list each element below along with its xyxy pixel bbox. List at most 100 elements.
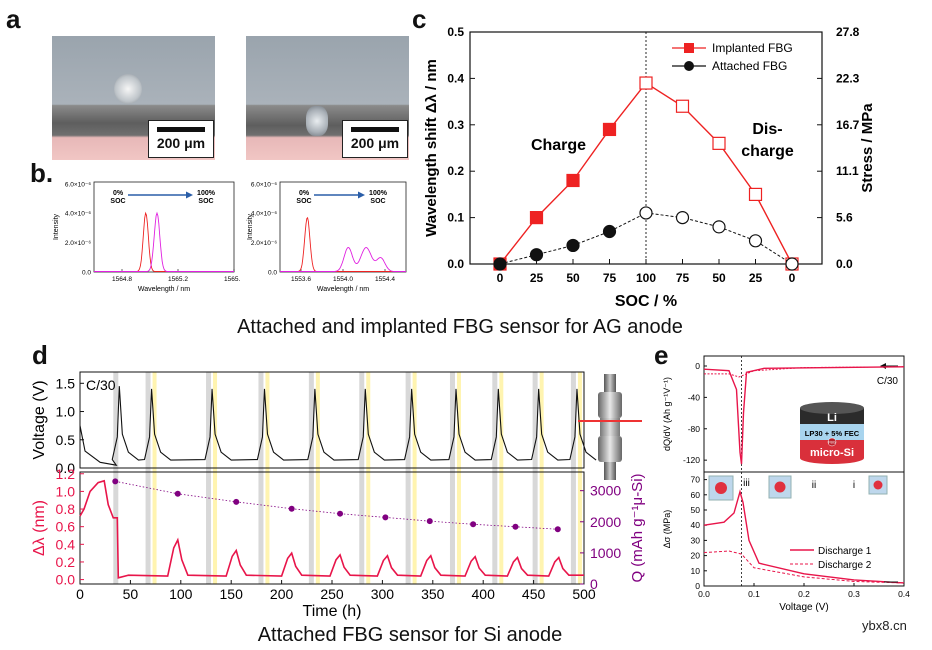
scale-bar bbox=[157, 127, 205, 132]
scale-bar-box: 200 μm bbox=[342, 120, 408, 158]
panel-label-a: a bbox=[6, 4, 21, 34]
stress-tick-label: 0 bbox=[695, 581, 700, 591]
scale-bar bbox=[351, 127, 399, 132]
data-point-implanted bbox=[675, 99, 690, 113]
y-tick-label: 0.0 bbox=[447, 257, 464, 271]
y2-tick-label: 27.8 bbox=[836, 25, 860, 39]
voltage-axis-label: Voltage (V) bbox=[779, 602, 828, 613]
y-tick-label: 2.0×10⁻⁶ bbox=[65, 240, 91, 247]
charge-label: Charge bbox=[531, 137, 586, 154]
capacity-point bbox=[337, 510, 344, 517]
cycle-band-yellow bbox=[412, 372, 417, 584]
stage-label-i: i bbox=[853, 480, 855, 491]
cell-li-label: Li bbox=[827, 412, 837, 424]
x-tick-label: 1565.6 bbox=[224, 276, 240, 283]
capacity-point bbox=[233, 498, 240, 505]
stress-tick-label: 30 bbox=[691, 535, 701, 545]
data-point-attached bbox=[785, 257, 799, 271]
cycle-band-gray bbox=[206, 372, 212, 584]
y2-tick-label: 0.0 bbox=[836, 257, 853, 271]
data-point-attached bbox=[493, 257, 507, 271]
voltage-tick-label: 0.5 bbox=[56, 432, 76, 448]
cycle-band-gray bbox=[570, 372, 576, 584]
cycle-band-yellow bbox=[265, 372, 270, 584]
cycle-band-yellow bbox=[456, 372, 461, 584]
stress-tick-label: 60 bbox=[691, 490, 701, 500]
time-tick-label: 0 bbox=[76, 586, 84, 602]
voltage-curve bbox=[79, 386, 597, 466]
capacity-point bbox=[382, 514, 389, 521]
cell-fbg-label: FBG bbox=[828, 441, 835, 445]
y2-tick-label: 16.7 bbox=[836, 118, 860, 132]
data-point-attached bbox=[529, 248, 544, 262]
lithiation-stage-particle bbox=[715, 482, 727, 494]
data-point-attached bbox=[675, 211, 690, 225]
q-tick-label: 3000 bbox=[590, 483, 621, 499]
dqdv-tick-label: -80 bbox=[688, 424, 701, 434]
dqdv-tick-label: -40 bbox=[688, 392, 701, 402]
chart-e: 0 -40 -80 -120 dQ/dV (Ah g⁻¹V⁻¹) C/30 Li LP30 +… bbox=[662, 355, 910, 613]
x-tick-label: 1554.4 bbox=[375, 276, 395, 283]
cell-electrolyte-label: LP30 + 5% FEC bbox=[805, 429, 860, 438]
legend-marker-attached bbox=[684, 61, 694, 71]
scale-bar-label: 200 μm bbox=[156, 135, 206, 151]
y-tick-label: 4.0×10⁻⁶ bbox=[251, 211, 277, 218]
data-point-attached bbox=[748, 234, 763, 248]
chart-b-right: 0.0 2.0×10⁻⁶ 4.0×10⁻⁶ 6.0×10⁻⁶ 1553.6 1554.0 1… bbox=[247, 181, 407, 293]
axes-box bbox=[93, 181, 235, 273]
cycle-band-gray bbox=[113, 372, 119, 584]
q-tick-label: 1000 bbox=[590, 545, 621, 561]
lithiation-stage-particle bbox=[774, 481, 786, 493]
micrograph-implanted: 200 μm bbox=[52, 36, 215, 160]
panel-label-b: b. bbox=[30, 158, 54, 188]
stage-label-iii: iii bbox=[743, 478, 750, 489]
x-tick-label: 75 bbox=[676, 271, 690, 285]
y-axis-label: Intensity bbox=[247, 213, 254, 240]
stress-curve-2 bbox=[703, 550, 905, 584]
q-tick-label: 2000 bbox=[590, 514, 621, 530]
y2-tick-label: 11.1 bbox=[836, 164, 859, 178]
x-axis-label: SOC / % bbox=[615, 293, 677, 310]
x-tick-label: 25 bbox=[749, 271, 763, 285]
cycle-band-yellow bbox=[539, 372, 544, 584]
time-tick-label: 150 bbox=[220, 586, 244, 602]
shift-tick-label: 0.8 bbox=[56, 501, 76, 517]
q-tick-label: 0 bbox=[590, 576, 598, 592]
y-tick-label: 6.0×10⁻⁶ bbox=[65, 181, 91, 188]
legend-label-attached: Attached FBG bbox=[712, 59, 787, 73]
shift-tick-label: 0.6 bbox=[56, 519, 76, 535]
legend-label-discharge1: Discharge 1 bbox=[818, 546, 872, 557]
x-tick-label: 50 bbox=[566, 271, 580, 285]
annotation-start-soc: SOC bbox=[110, 198, 125, 205]
legend-marker-implanted bbox=[684, 43, 694, 53]
spectrum-line-100--SOC bbox=[280, 247, 406, 272]
shift-tick-label: 1.0 bbox=[56, 483, 76, 499]
data-point-attached bbox=[712, 220, 726, 234]
x-tick-label: 75 bbox=[603, 271, 617, 285]
stress-tick-label: 50 bbox=[691, 505, 701, 515]
capacity-point bbox=[112, 478, 119, 485]
y-tick-label: 0.2 bbox=[447, 164, 464, 178]
stress-tick-label: 40 bbox=[691, 520, 701, 530]
stress-tick-label: 20 bbox=[691, 551, 701, 561]
cell-fbg-marker bbox=[827, 437, 837, 447]
stress-curve-1 bbox=[703, 489, 905, 584]
y-tick-label: 0.0 bbox=[268, 270, 277, 277]
cell-top bbox=[800, 402, 864, 414]
rate-label: C/30 bbox=[877, 376, 899, 387]
cycle-band-yellow bbox=[499, 372, 504, 584]
shift-tick-label: 0.0 bbox=[56, 572, 76, 588]
cycle-band-gray bbox=[532, 372, 538, 584]
time-tick-label: 500 bbox=[572, 586, 596, 602]
voltage-tick-label: 0.0 bbox=[698, 589, 710, 599]
cycle-band-yellow bbox=[152, 372, 157, 584]
x-tick-label: 50 bbox=[712, 271, 726, 285]
time-tick-label: 400 bbox=[472, 586, 496, 602]
y-tick-label: 2.0×10⁻⁶ bbox=[251, 240, 277, 247]
soc-arrow-head bbox=[186, 191, 193, 199]
x-tick-label: 1565.2 bbox=[168, 276, 188, 283]
y-axis-label: Wavelength shift Δλ / nm bbox=[423, 59, 440, 237]
x-axis-label: Wavelength / nm bbox=[317, 286, 369, 293]
time-tick-label: 250 bbox=[320, 586, 344, 602]
y-tick-label: 0.1 bbox=[447, 211, 464, 225]
